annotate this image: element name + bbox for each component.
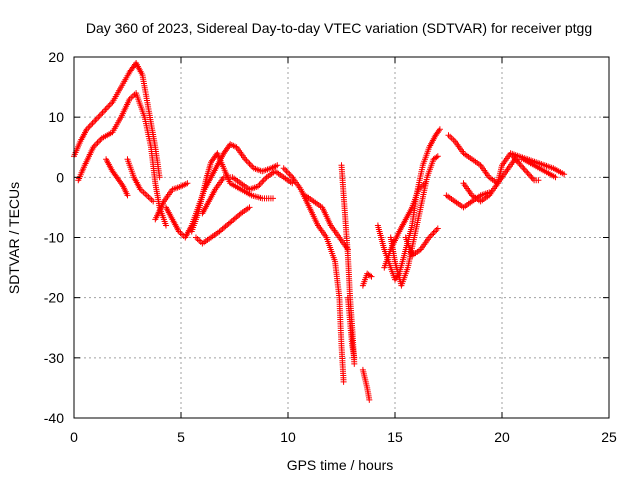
- y-tick-label: 20: [48, 49, 64, 65]
- data-track: [199, 168, 296, 217]
- data-track: [188, 150, 276, 235]
- data-track: [124, 156, 157, 205]
- data-track: [152, 180, 191, 223]
- chart-title: Day 360 of 2023, Sidereal Day-to-day VTE…: [86, 20, 592, 36]
- y-axis-ticks: -40 -30 -20 -10 0 10 20: [44, 49, 609, 426]
- x-axis-label: GPS time / hours: [287, 457, 394, 473]
- x-tick-label: 20: [494, 429, 510, 445]
- data-track: [193, 204, 253, 247]
- data-track: [103, 156, 131, 199]
- x-tick-label: 0: [70, 429, 78, 445]
- y-tick-label: -30: [44, 350, 64, 366]
- data-track: [381, 180, 428, 271]
- data-track: [163, 141, 281, 241]
- x-axis-ticks: 0 5 10 15 20 25: [70, 57, 617, 445]
- data-track: [302, 192, 351, 253]
- y-tick-label: -40: [44, 410, 64, 426]
- y-tick-label: 10: [48, 109, 64, 125]
- data-track: [71, 60, 163, 181]
- data-track: [402, 225, 441, 259]
- y-tick-label: -20: [44, 290, 64, 306]
- y-axis-label: SDTVAR / TECUs: [6, 182, 22, 294]
- data-track: [509, 153, 542, 184]
- data-track: [445, 132, 568, 187]
- y-tick-label: -10: [44, 230, 64, 246]
- x-tick-label: 10: [280, 429, 296, 445]
- x-tick-label: 25: [601, 429, 617, 445]
- data-points: [71, 60, 568, 403]
- data-track: [359, 366, 373, 403]
- data-track: [460, 156, 559, 205]
- x-tick-label: 15: [387, 429, 403, 445]
- data-track: [280, 165, 347, 385]
- data-track: [344, 294, 358, 361]
- data-track: [75, 90, 169, 229]
- data-track: [387, 153, 441, 289]
- y-tick-label: 0: [56, 169, 64, 185]
- x-tick-label: 5: [177, 429, 185, 445]
- data-track: [359, 270, 375, 289]
